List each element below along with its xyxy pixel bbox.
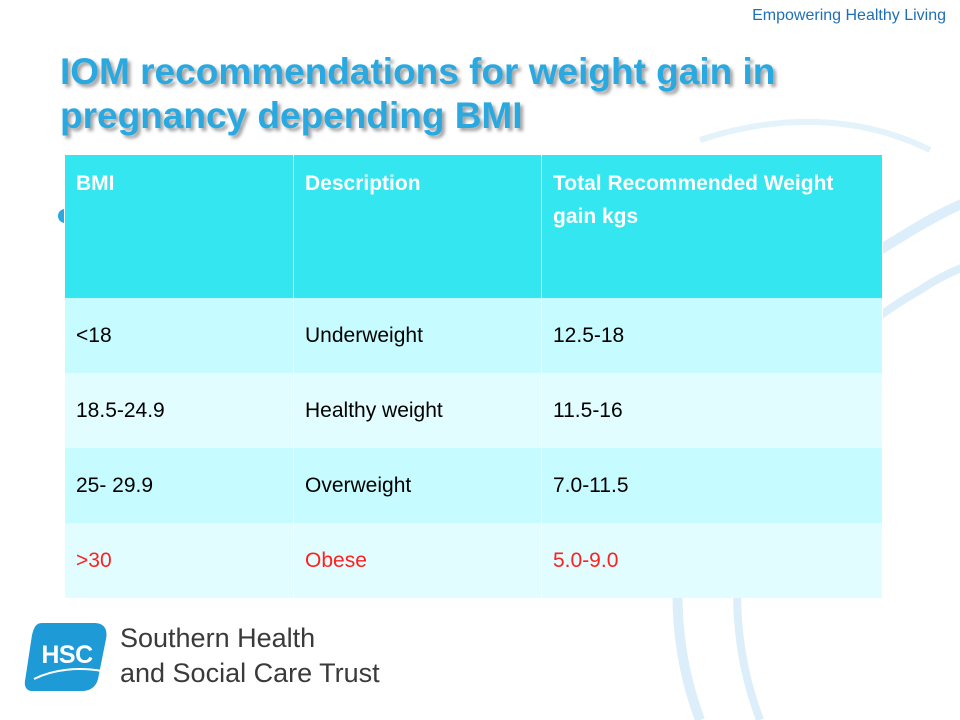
cell-description: Underweight [293, 298, 542, 373]
cell-bmi: 25- 29.9 [64, 448, 294, 523]
header-description: Description [293, 155, 542, 298]
organisation-name: Southern Health and Social Care Trust [120, 621, 380, 691]
cell-description: Obese [293, 523, 542, 598]
header-bmi: BMI [64, 155, 294, 298]
table-row-obese: >30 Obese 5.0-9.0 [64, 523, 883, 598]
table-row: 25- 29.9 Overweight 7.0-11.5 [64, 448, 883, 523]
cell-description: Overweight [293, 448, 542, 523]
table-row: <18 Underweight 12.5-18 [64, 298, 883, 373]
cell-weight-gain: 11.5-16 [541, 373, 883, 448]
bmi-weight-gain-table: BMI Description Total Recommended Weight… [64, 155, 883, 598]
organisation-name-line2: and Social Care Trust [120, 658, 380, 688]
table-row: 18.5-24.9 Healthy weight 11.5-16 [64, 373, 883, 448]
cell-description: Healthy weight [293, 373, 542, 448]
organisation-name-line1: Southern Health [120, 622, 316, 653]
cell-bmi: >30 [64, 523, 294, 598]
cell-bmi: <18 [64, 298, 294, 373]
hsc-badge-text: HSC [41, 641, 93, 669]
cell-weight-gain: 12.5-18 [541, 298, 883, 373]
hsc-badge-logo: HSC [24, 619, 110, 693]
hsc-trust-logo: HSC Southern Health and Social Care Trus… [24, 619, 380, 693]
header-weight-gain: Total Recommended Weight gain kgs [541, 155, 883, 298]
cell-bmi: 18.5-24.9 [64, 373, 294, 448]
slide-title: IOM recommendations for weight gain in p… [60, 51, 776, 136]
header-tagline: Empowering Healthy Living [752, 7, 946, 24]
cell-weight-gain: 5.0-9.0 [541, 523, 883, 598]
cell-weight-gain: 7.0-11.5 [541, 448, 883, 523]
table-header-row: BMI Description Total Recommended Weight… [64, 155, 883, 298]
